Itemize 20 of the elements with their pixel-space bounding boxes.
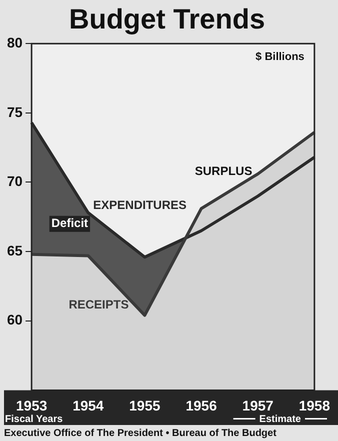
x-tick-label: 1955	[129, 397, 160, 414]
chart-title: Budget Trends	[68, 4, 266, 35]
x-tick-label: 1957	[242, 397, 274, 414]
x-tick-label: 1958	[298, 397, 330, 414]
x-tick-label: 1953	[16, 397, 48, 414]
annotation: SURPLUS	[194, 164, 252, 178]
x-axis-title: Fiscal Years	[5, 414, 64, 425]
y-tick-label: 70	[6, 173, 23, 190]
annotation: Deficit	[51, 216, 88, 230]
y-tick-label: 75	[6, 104, 23, 120]
y-tick-label: 60	[6, 312, 23, 328]
series-label: RECEIPTS	[68, 298, 129, 312]
y-axis-title: $ Billions	[256, 51, 304, 64]
x-tick-label: 1954	[72, 397, 104, 414]
series-label: EXPENDITURES	[93, 198, 187, 212]
y-tick-label: 65	[6, 242, 23, 258]
text: Estimate	[259, 414, 302, 425]
y-tick-label: 80	[6, 34, 23, 50]
x-tick-label: 1956	[186, 397, 218, 414]
text: Executive Office of The President • Bureau of The Budget	[4, 428, 278, 439]
